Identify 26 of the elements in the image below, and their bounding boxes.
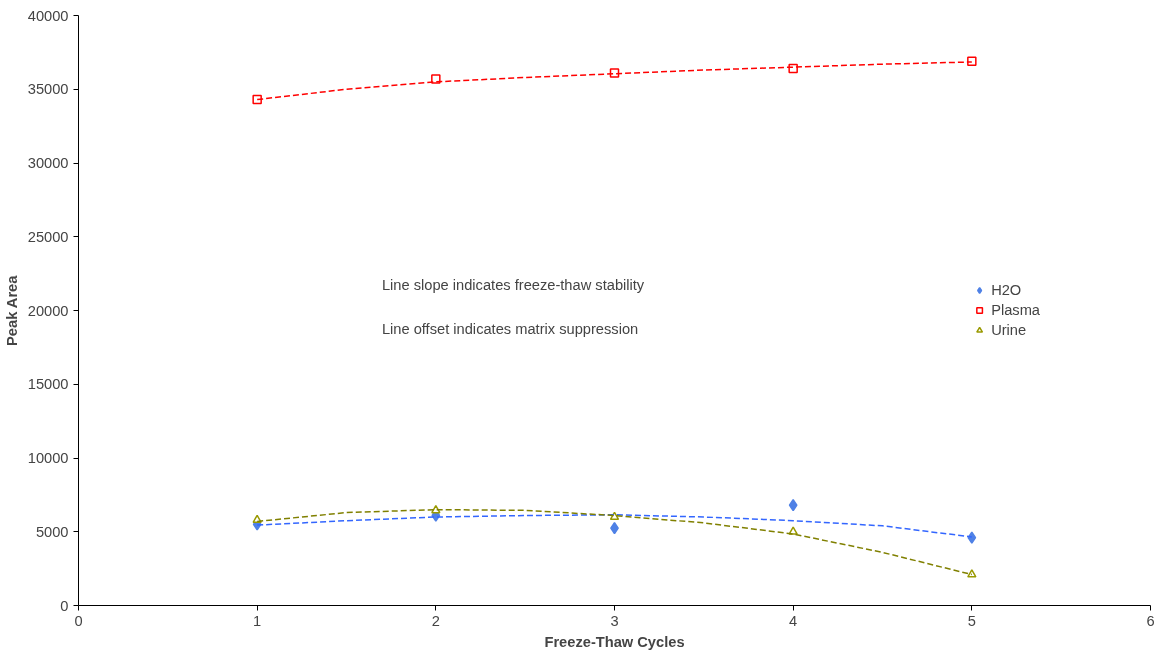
x-tick-label: 2 [431,612,440,629]
x-tick-label: 6 [1146,612,1155,629]
legend-label: Urine [991,322,1027,338]
y-tick-label: 15000 [27,376,69,393]
x-tick-label: 4 [789,612,798,629]
x-tick-label: 5 [967,612,976,629]
y-tick-label: 35000 [27,81,69,98]
y-tick-label: 30000 [27,155,69,171]
annotation: Line offset indicates matrix suppression [381,321,639,338]
point [967,569,977,578]
legend-label: H2O [991,282,1022,298]
y-tick-label: 5000 [35,523,69,540]
y-tick-label: 10000 [27,450,69,466]
y-axis-title: Peak Area [3,274,20,346]
x-tick-label: 0 [74,612,83,629]
point [252,94,262,105]
y-tick-label: 25000 [27,228,69,245]
x-tick-label: 1 [253,612,262,629]
y-tick-label: 40000 [27,7,69,24]
y-tick-label: 0 [60,597,69,614]
point [788,498,798,512]
y-tick-label: 20000 [27,302,69,319]
legend-label: Plasma [991,302,1040,318]
x-tick-label: 3 [610,612,619,629]
x-axis-title: Freeze-Thaw Cycles [544,633,685,650]
annotation: Line slope indicates freeze-thaw stability [381,276,645,293]
